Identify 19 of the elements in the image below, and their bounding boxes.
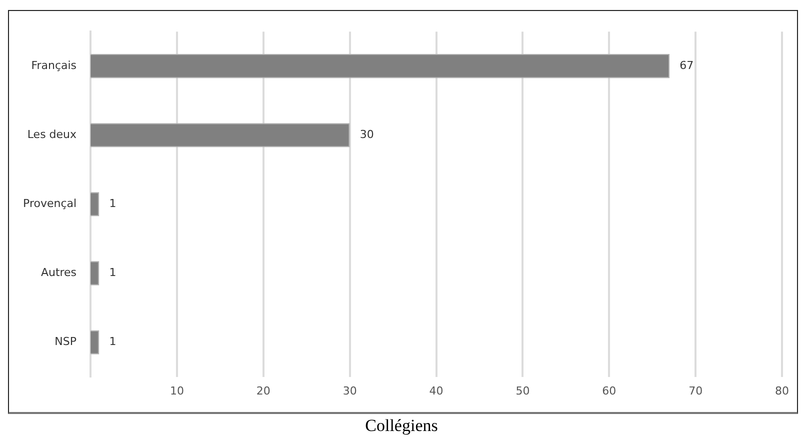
data-label: 30	[360, 128, 374, 142]
x-tick-label: 70	[688, 384, 703, 398]
x-tick-label: 20	[256, 384, 270, 398]
y-tick-label: Français	[31, 58, 77, 72]
text: Collégiens	[364, 416, 439, 436]
x-tick-label: 30	[342, 384, 357, 398]
x-tick-label: 80	[775, 384, 789, 398]
y-tick-label: Provençal	[23, 197, 77, 210]
x-tick-label: 50	[516, 384, 530, 398]
y-tick-label: Autres	[40, 266, 77, 280]
y-tick-label: Les deux	[27, 128, 78, 142]
x-tick-label: 10	[170, 384, 184, 398]
data-label: 1	[109, 335, 116, 348]
data-label: 1	[109, 197, 116, 210]
data-label: 1	[109, 266, 116, 280]
x-tick-label: 40	[429, 384, 444, 398]
data-label: 67	[680, 58, 694, 72]
y-tick-label: NSP	[54, 335, 77, 348]
x-tick-label: 60	[602, 384, 616, 398]
